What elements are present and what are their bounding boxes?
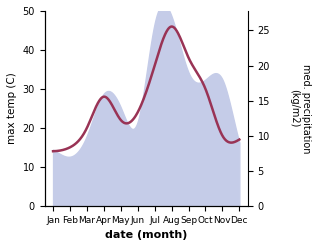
Y-axis label: med. precipitation
(kg/m2): med. precipitation (kg/m2): [289, 64, 311, 153]
X-axis label: date (month): date (month): [105, 230, 187, 240]
Y-axis label: max temp (C): max temp (C): [7, 72, 17, 144]
